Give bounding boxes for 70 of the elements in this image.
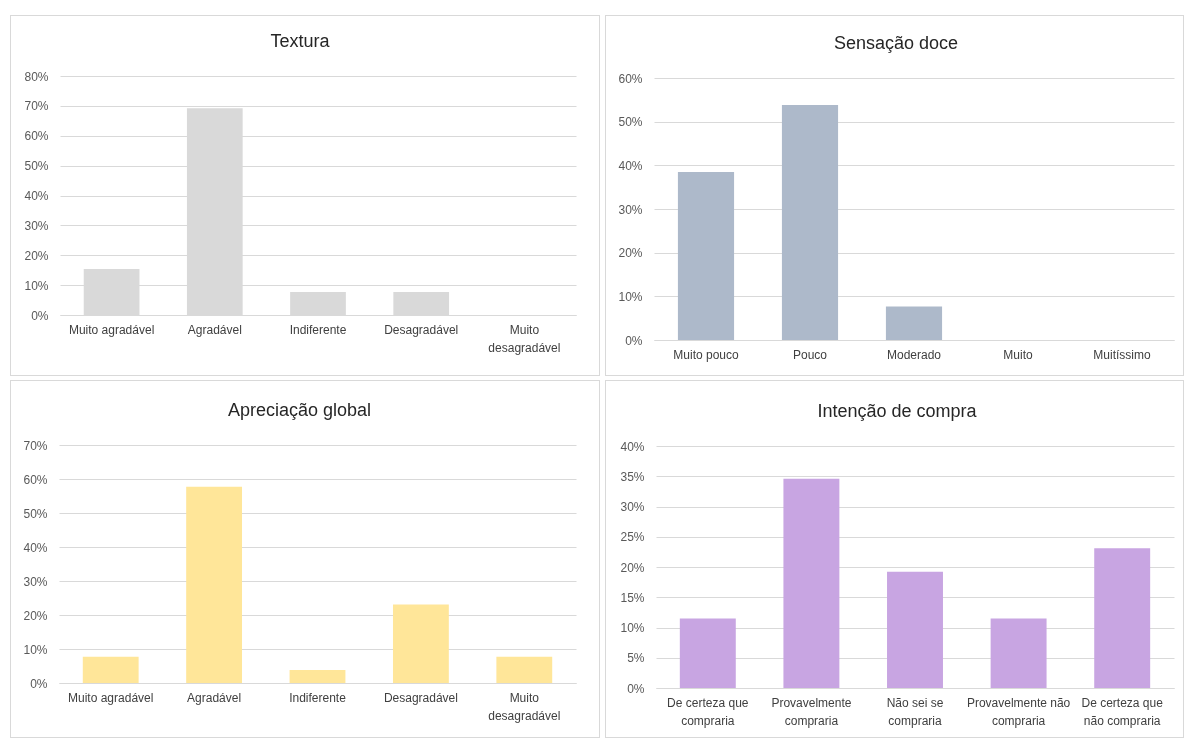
- y-tick-label: 35%: [620, 469, 645, 484]
- y-tick-label: 30%: [618, 202, 643, 217]
- y-tick-label: 20%: [618, 246, 643, 261]
- x-tick-label: Indiferente: [289, 690, 347, 705]
- y-tick-label: 0%: [627, 681, 645, 696]
- x-tick-label: Provavelmente não compraria: [966, 695, 1071, 728]
- y-tick-label: 60%: [618, 71, 643, 86]
- y-tick-label: 10%: [618, 289, 643, 304]
- y-tick-label: 30%: [23, 574, 48, 589]
- x-tick-label: Indiferente: [289, 322, 347, 337]
- x-tick-label: Muitíssimo: [1093, 347, 1151, 362]
- chart-title: Sensação doce: [833, 33, 959, 53]
- x-tick-label: Muito: [1003, 347, 1033, 362]
- y-tick-label: 40%: [24, 189, 49, 203]
- x-tick-label: Desagradável: [384, 322, 459, 337]
- x-tick-label: Provavelmente compraria: [771, 695, 852, 728]
- chart-title: Apreciação global: [227, 400, 372, 420]
- bar: [289, 670, 346, 683]
- x-tick-label: Não sei se compraria: [886, 695, 944, 728]
- y-tick-label: 20%: [24, 248, 49, 263]
- y-tick-label: 30%: [620, 500, 645, 514]
- y-tick-label: 50%: [24, 159, 49, 174]
- x-tick-label: De certeza que não compraria: [1081, 695, 1164, 728]
- bar: [887, 571, 943, 688]
- bar: [186, 486, 243, 683]
- y-tick-label: 25%: [620, 530, 645, 545]
- chart-title: Textura: [270, 31, 331, 51]
- y-tick-label: 0%: [30, 676, 48, 691]
- bar: [781, 105, 839, 340]
- y-tick-label: 0%: [625, 333, 643, 348]
- bar: [990, 618, 1047, 688]
- y-tick-label: 10%: [23, 642, 48, 657]
- y-tick-label: 15%: [620, 590, 645, 605]
- y-tick-label: 20%: [620, 560, 645, 575]
- y-tick-label: 0%: [31, 308, 49, 323]
- x-tick-label: Desagradável: [383, 690, 458, 705]
- x-tick-label: Pouco: [792, 347, 828, 362]
- x-tick-label: Muito desagradável: [488, 690, 561, 723]
- x-tick-label: Muito pouco: [673, 347, 740, 362]
- x-tick-label: Agradável: [187, 690, 242, 705]
- y-tick-label: 10%: [620, 621, 645, 635]
- y-tick-label: 70%: [24, 99, 49, 114]
- x-tick-label: Muito desagradável: [488, 322, 561, 355]
- bar: [885, 306, 943, 340]
- y-tick-label: 40%: [23, 540, 48, 555]
- chart-title: Intenção de compra: [817, 401, 978, 421]
- y-tick-label: 40%: [618, 158, 643, 173]
- y-tick-label: 80%: [24, 69, 49, 84]
- y-tick-label: 60%: [23, 472, 48, 487]
- bar: [677, 171, 735, 340]
- x-tick-label: De certeza que compraria: [667, 695, 749, 728]
- bar: [679, 618, 736, 688]
- x-tick-label: Agradável: [187, 322, 242, 337]
- y-tick-label: 30%: [24, 218, 49, 233]
- bar: [1094, 548, 1151, 688]
- y-tick-label: 40%: [620, 439, 645, 454]
- bar: [496, 656, 553, 683]
- y-tick-label: 50%: [618, 115, 643, 130]
- x-tick-label: Muito agradável: [68, 322, 155, 337]
- x-tick-label: Muito agradável: [68, 690, 154, 705]
- y-tick-label: 20%: [23, 608, 48, 623]
- y-tick-label: 50%: [23, 506, 48, 521]
- y-tick-label: 70%: [23, 438, 48, 453]
- y-tick-label: 60%: [24, 129, 49, 144]
- bar: [392, 604, 449, 683]
- bar: [82, 656, 139, 683]
- y-tick-label: 5%: [627, 651, 645, 666]
- y-tick-label: 10%: [24, 278, 49, 293]
- bar: [783, 478, 840, 688]
- x-tick-label: Moderado: [886, 347, 942, 362]
